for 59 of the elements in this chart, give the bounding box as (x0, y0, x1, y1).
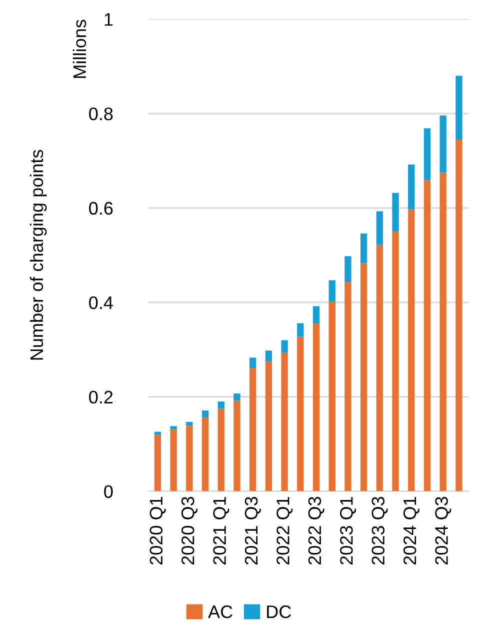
y-axis-title: Number of charging points (30, 150, 47, 360)
y-tick-label: 0 (104, 485, 113, 498)
bar (312, 306, 320, 324)
bar (281, 340, 288, 352)
bar (170, 429, 177, 492)
bar (344, 282, 352, 492)
y-tick-label: 0.2 (89, 390, 113, 404)
bar (424, 180, 431, 492)
bar (249, 358, 256, 368)
bar (424, 128, 431, 180)
bar (376, 211, 383, 245)
bar (440, 172, 446, 492)
bar (392, 232, 399, 492)
bar (440, 115, 446, 173)
y-tick-label: 0.4 (89, 296, 113, 310)
bar (360, 233, 368, 264)
x-tick-label: 2022 Q3 (308, 496, 324, 564)
x-tick-label: 2024 Q1 (403, 496, 420, 564)
bar (328, 301, 336, 492)
x-tick-label: 2020 Q3 (181, 496, 198, 564)
bar (281, 352, 288, 492)
bar (360, 263, 368, 492)
bar (312, 324, 320, 492)
legend-label: DC (267, 605, 291, 618)
x-tick-label: 2024 Q3 (435, 496, 452, 564)
x-tick-label: 2021 Q3 (244, 496, 261, 564)
bar (202, 418, 209, 492)
bar (456, 140, 462, 492)
legend-label: AC (208, 605, 232, 618)
x-tick-label: 2020 Q1 (150, 496, 166, 564)
bar (297, 336, 304, 492)
text: Millions (72, 20, 86, 78)
bar (249, 368, 256, 492)
bar (456, 76, 462, 140)
bar (154, 434, 162, 492)
bar (218, 408, 224, 492)
bar (202, 410, 209, 418)
bar (265, 350, 272, 362)
x-tick-label: 2023 Q3 (372, 496, 388, 564)
bar (344, 256, 352, 282)
bar (186, 426, 193, 492)
x-tick-label: 2023 Q1 (340, 496, 356, 564)
bar (376, 244, 383, 492)
bar (408, 209, 415, 492)
bar (170, 426, 177, 430)
bar (392, 192, 399, 232)
bar (234, 394, 240, 401)
bar (218, 402, 224, 409)
y-tick-label: 1 (104, 13, 113, 26)
bar (265, 361, 272, 492)
x-tick-label: 2021 Q1 (213, 496, 230, 564)
bar (186, 422, 193, 426)
bar (328, 280, 336, 302)
x-tick-label: 2022 Q1 (276, 496, 293, 564)
bar (297, 323, 304, 337)
bar (234, 400, 240, 492)
y-tick-label: 0.6 (89, 202, 113, 215)
y-tick-label: 0.8 (89, 108, 113, 120)
bar (408, 164, 415, 210)
